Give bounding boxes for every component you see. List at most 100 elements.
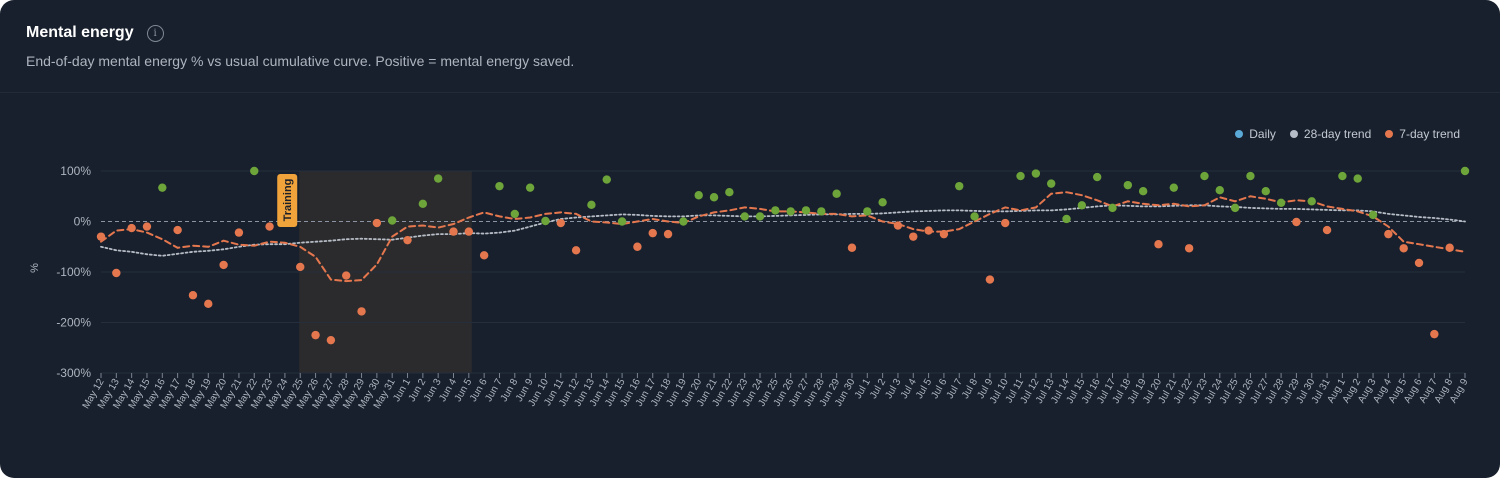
data-point-daily [740,212,749,221]
data-point-daily [1108,203,1117,213]
legend-label-28-day-trend: 28-day trend [1303,127,1372,141]
data-point-daily [1246,171,1255,181]
data-point-daily [970,212,979,221]
data-point-daily [817,207,826,216]
legend-label-7-day-trend: 7-day trend [1399,127,1460,141]
data-point-daily [158,183,167,192]
data-point-daily [541,216,550,226]
data-point-daily [188,291,198,300]
title-row: Mental energy i [26,24,164,42]
data-point-daily [142,222,152,231]
data-point-daily [234,228,244,237]
data-point-daily [1062,214,1071,224]
data-point-daily [924,226,933,235]
data-point-daily [418,199,428,209]
data-point-daily [204,299,213,309]
data-point-daily [1368,210,1378,220]
data-point-daily [863,207,872,216]
data-point-daily [495,181,504,191]
data-point-daily [342,271,351,280]
data-point-daily [1092,172,1102,182]
data-point-daily [1200,171,1209,181]
data-point-daily [1307,197,1316,206]
data-point-daily [1154,240,1163,249]
data-point-daily [679,217,688,226]
data-point-daily [1123,180,1133,190]
card-title: Mental energy [26,24,134,41]
data-point-daily [878,198,887,207]
data-point-daily [985,275,995,284]
data-point-daily [1215,185,1224,195]
data-point-daily [955,181,964,191]
data-point-daily [372,218,382,228]
data-point-daily [1169,183,1179,192]
legend-item-7-day-trend[interactable]: 7-day trend [1385,127,1460,141]
data-point-daily [510,209,519,219]
data-point-daily [357,307,366,316]
data-point-daily [1292,217,1301,227]
y-tick-label: -100% [56,265,91,279]
data-point-daily [173,225,182,235]
legend-dot-28-day-trend [1289,130,1298,138]
data-point-daily [1230,203,1240,213]
y-tick-label: -300% [56,366,91,380]
data-point-daily [296,262,305,272]
data-point-daily [1338,171,1347,181]
data-point-daily [127,223,136,233]
data-point-daily [602,175,611,184]
data-point-daily [1414,258,1424,268]
data-point-daily [725,188,734,197]
data-point-daily [525,183,535,192]
data-point-daily [1184,244,1194,253]
data-point-daily [694,191,703,200]
legend-item-28-day-trend[interactable]: 28-day trend [1289,127,1372,141]
data-point-daily [663,229,673,239]
data-point-daily [1353,174,1362,183]
data-point-daily [1261,187,1270,196]
y-tick-label: 0% [74,215,92,229]
training-label-text: Training [282,179,294,222]
data-point-daily [265,222,274,231]
data-point-daily [250,166,259,176]
data-point-daily [1016,171,1025,181]
legend-label-daily: Daily [1249,127,1276,141]
data-point-daily [1276,198,1286,208]
y-tick-label: -200% [56,316,91,330]
data-point-daily [433,174,443,183]
data-point-daily [96,232,106,241]
legend-dot-7-day-trend [1385,130,1394,138]
data-point-daily [1138,187,1148,196]
data-point-daily [387,216,397,225]
data-point-daily [1001,218,1010,228]
data-point-daily [1399,244,1408,253]
data-point-daily [556,218,565,228]
y-tick-label: 100% [60,164,91,178]
data-point-daily [1460,166,1470,176]
data-point-daily [709,193,719,202]
data-point-daily [403,235,412,245]
data-point-daily [449,227,458,236]
data-point-daily [219,260,228,270]
data-point-daily [1031,169,1041,178]
data-point-daily [479,251,489,260]
y-axis-label: % [29,263,41,273]
data-point-daily [1322,225,1332,235]
training-label-bg [277,174,298,227]
card-header: Mental energy i End-of-day mental energy… [0,0,1500,93]
data-point-daily [786,207,795,216]
data-point-daily [939,229,949,239]
legend-dot-daily [1235,130,1244,138]
data-point-daily [1077,201,1087,210]
series-line-7-day-trend [100,191,1466,283]
data-point-daily [771,206,780,215]
data-point-daily [326,335,336,345]
data-point-daily [464,227,474,236]
legend-item-daily[interactable]: Daily [1235,127,1276,141]
data-point-daily [1430,329,1439,339]
training-label: Training [277,174,298,227]
info-icon[interactable]: i [146,24,164,42]
chart-legend: Daily 28-day trend 7-day trend [1235,127,1460,141]
data-point-daily [571,246,581,255]
